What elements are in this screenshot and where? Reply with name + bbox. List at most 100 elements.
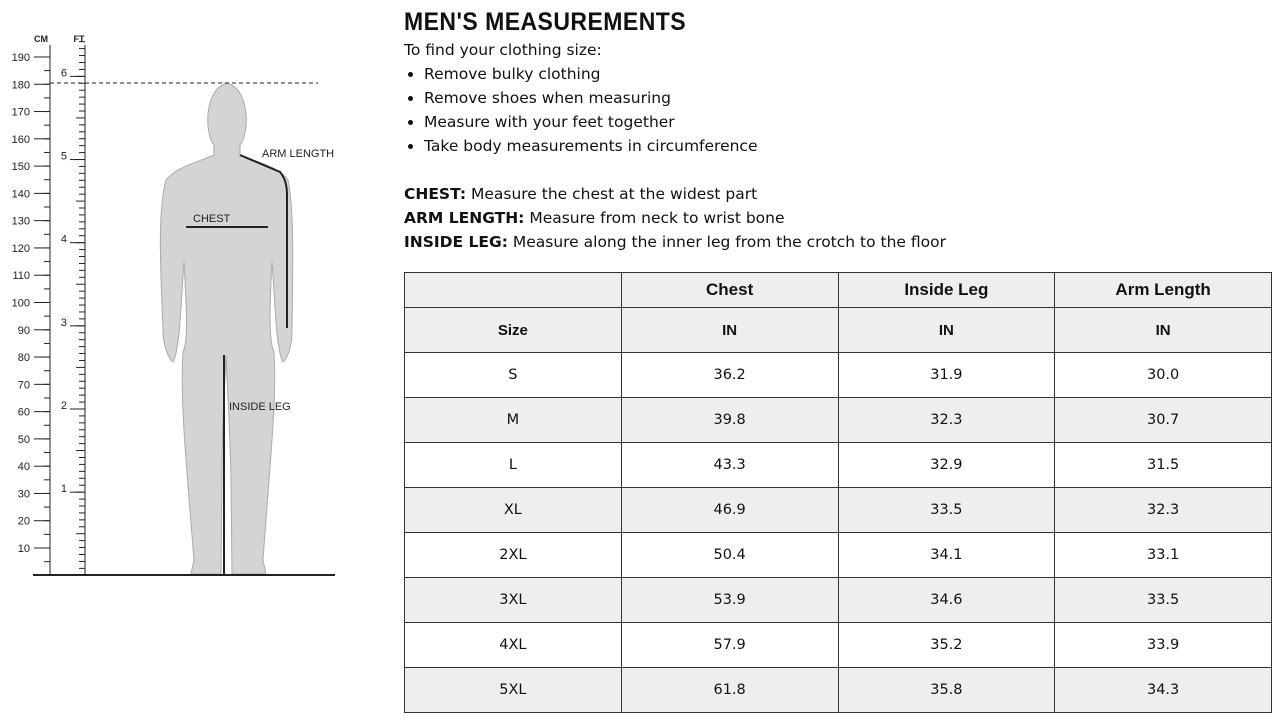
cm-tick-label: 100	[12, 298, 30, 310]
cm-tick-label: 150	[12, 161, 30, 173]
cell: 35.2	[837, 622, 1056, 668]
definition-term: ARM LENGTH:	[404, 209, 525, 227]
cell: 33.5	[837, 487, 1056, 533]
size-row: 3XL 53.9 34.6 33.5	[404, 577, 1272, 623]
instructions: MEN'S MEASUREMENTS To find your clothing…	[404, 6, 1274, 254]
definition-text: Measure from neck to wrist bone	[529, 209, 785, 227]
cm-tick-label: 140	[12, 188, 30, 200]
cell: 33.1	[1054, 532, 1272, 578]
definition-term: CHEST:	[404, 185, 467, 203]
cm-tick-label: 190	[12, 52, 30, 64]
cm-tick-label: 60	[18, 407, 30, 419]
cell: 50.4	[620, 532, 839, 578]
cm-label: CM	[34, 34, 48, 44]
ft-tick-label: 5	[61, 151, 67, 163]
cm-tick-label: 110	[12, 270, 30, 282]
unit-header: IN	[620, 307, 839, 353]
chest-label: CHEST	[193, 213, 231, 225]
cell: 34.6	[837, 577, 1056, 623]
cell: 57.9	[620, 622, 839, 668]
unit-header: IN	[837, 307, 1056, 353]
arm-line	[239, 154, 288, 328]
header-cell	[404, 272, 622, 308]
cell: 34.1	[837, 532, 1056, 578]
tip: Remove shoes when measuring	[424, 86, 1274, 110]
cell: 30.7	[1054, 397, 1272, 443]
tip: Remove bulky clothing	[424, 62, 1274, 86]
cell: 32.3	[837, 397, 1056, 443]
cell: 31.9	[837, 352, 1056, 398]
cm-tick-label: 130	[12, 216, 30, 228]
definition: ARM LENGTH: Measure from neck to wrist b…	[404, 206, 1274, 230]
cell: 39.8	[620, 397, 839, 443]
column-header: Inside Leg	[837, 272, 1056, 308]
size-row: 5XL 61.8 35.8 34.3	[404, 667, 1272, 713]
cell: 53.9	[620, 577, 839, 623]
tips: Remove bulky clothingRemove shoes when m…	[404, 62, 1274, 158]
cell: 32.9	[837, 442, 1056, 488]
cell: 2XL	[404, 532, 622, 578]
column-header: Chest	[620, 272, 839, 308]
size-row: M 39.8 32.3 30.7	[404, 397, 1272, 443]
arm-length-label: ARM LENGTH	[262, 148, 334, 160]
cell: S	[404, 352, 622, 398]
cm-tick-label: 40	[18, 461, 30, 473]
column-header: Arm Length	[1054, 272, 1272, 308]
definition-text: Measure the chest at the widest part	[470, 185, 758, 203]
cell: 46.9	[620, 487, 839, 533]
cell: 32.3	[1054, 487, 1272, 533]
cm-tick-label: 80	[18, 352, 30, 364]
size-table: Chest Inside Leg Arm Length Size IN IN IN S 36.2…	[404, 272, 1272, 713]
cm-tick-label: 20	[18, 516, 30, 528]
definition-term: INSIDE LEG:	[404, 233, 508, 251]
ft-tick-label: 1	[61, 483, 67, 495]
unit-header: IN	[1054, 307, 1272, 353]
size-row: L 43.3 32.9 31.5	[404, 442, 1272, 488]
cell: 33.5	[1054, 577, 1272, 623]
cell: XL	[404, 487, 622, 533]
size-header: Size	[404, 307, 622, 353]
title: MEN'S MEASUREMENTS	[404, 8, 687, 36]
tip: Measure with your feet together	[424, 110, 1274, 134]
size-row: 4XL 57.9 35.2 33.9	[404, 622, 1272, 668]
ft-tick-label: 3	[61, 317, 67, 329]
cell: M	[404, 397, 622, 443]
cell: L	[404, 442, 622, 488]
body	[159, 82, 294, 575]
cm-tick-label: 70	[18, 379, 30, 391]
cell: 31.5	[1054, 442, 1272, 488]
cell: 34.3	[1054, 667, 1272, 713]
ft-tick-label: 4	[61, 234, 67, 246]
definitions: CHEST: Measure the chest at the widest p…	[404, 182, 1274, 254]
cm-tick-label: 50	[18, 434, 30, 446]
cell: 36.2	[620, 352, 839, 398]
cell: 61.8	[620, 667, 839, 713]
ft-tick-label: 2	[61, 400, 67, 412]
definition: CHEST: Measure the chest at the widest p…	[404, 182, 1274, 206]
cm-tick-label: 160	[12, 134, 30, 146]
cell: 35.8	[837, 667, 1056, 713]
figure: CM FT ARM LENGTH CHEST INSIDE LEG 10 20 30…	[12, 34, 335, 576]
cm-tick-label: 10	[18, 543, 30, 555]
cm-tick-label: 170	[12, 107, 30, 119]
intro: To find your clothing size:	[404, 41, 602, 59]
cell: 3XL	[404, 577, 622, 623]
definition-text: Measure along the inner leg from the cro…	[512, 233, 946, 251]
tip: Take body measurements in circumference	[424, 134, 1274, 158]
ft-tick-label: 6	[61, 67, 67, 79]
ft-label: FT	[74, 34, 85, 44]
unit-row: Size IN IN IN	[404, 307, 1272, 353]
size-row: S 36.2 31.9 30.0	[404, 352, 1272, 398]
cm-tick-label: 120	[12, 243, 30, 255]
cell: 5XL	[404, 667, 622, 713]
cm-tick-label: 180	[12, 79, 30, 91]
cm-tick-label: 90	[18, 325, 30, 337]
size-row: XL 46.9 33.5 32.3	[404, 487, 1272, 533]
size-row: 2XL 50.4 34.1 33.1	[404, 532, 1272, 578]
cell: 43.3	[620, 442, 839, 488]
cell: 30.0	[1054, 352, 1272, 398]
cell: 33.9	[1054, 622, 1272, 668]
cm-tick-label: 30	[18, 488, 30, 500]
